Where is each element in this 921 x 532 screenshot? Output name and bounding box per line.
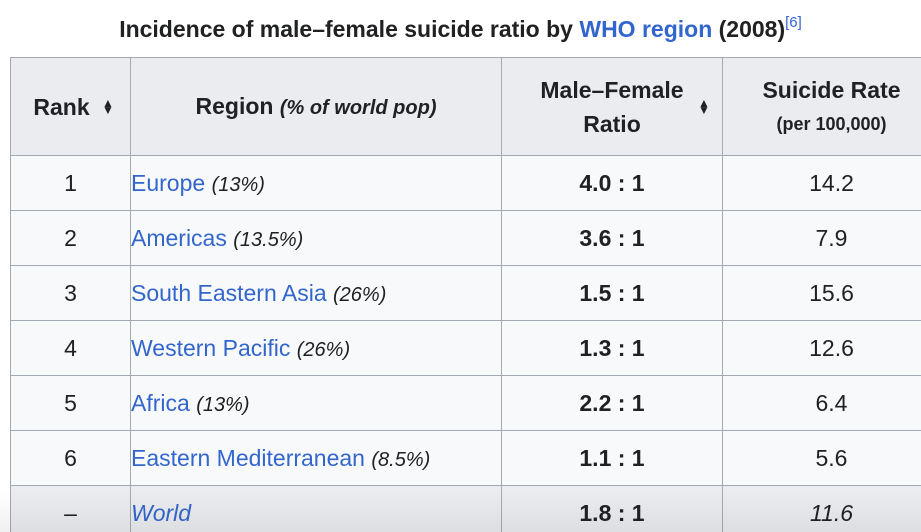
ratio-cell: 1.5 : 1: [501, 265, 723, 321]
ratio-cell: 3.6 : 1: [501, 210, 723, 266]
header-rank-label: Rank: [33, 93, 90, 120]
reference-link[interactable]: [6]: [785, 14, 802, 31]
table-row: 1 Europe (13%) 4.0 : 1 14.2: [10, 155, 921, 211]
region-pct: (26%): [333, 283, 387, 306]
rank-cell: 5: [10, 375, 131, 431]
rate-cell: 14.2: [722, 155, 921, 211]
region-cell: Europe (13%): [130, 155, 502, 211]
region-cell: Eastern Mediterranean (8.5%): [130, 430, 502, 486]
table-caption: Incidence of male–female suicide ratio b…: [0, 14, 921, 44]
who-region-link[interactable]: WHO region: [579, 16, 713, 42]
region-cell: Western Pacific (26%): [130, 320, 502, 376]
header-region-sub: (% of world pop): [279, 96, 437, 119]
region-link[interactable]: Europe: [131, 169, 206, 196]
region-pct: (13%): [211, 173, 265, 196]
table-row: 5 Africa (13%) 2.2 : 1 6.4: [10, 375, 921, 431]
region-link[interactable]: Africa: [131, 389, 190, 416]
header-ratio[interactable]: Male–Female Ratio ▲ ▼: [501, 57, 723, 156]
world-link[interactable]: World: [131, 499, 192, 526]
region-link[interactable]: Western Pacific: [131, 334, 291, 361]
ratio-cell: 4.0 : 1: [501, 155, 723, 211]
table-row: 4 Western Pacific (26%) 1.3 : 1 12.6: [10, 320, 921, 376]
reference-superscript: [6]: [785, 14, 802, 31]
ratio-cell: 1.8 : 1: [501, 485, 723, 532]
header-row: Rank ▲ ▼ Region (% of world pop) Male–Fem…: [10, 57, 921, 156]
sort-toggle-icon[interactable]: ▲ ▼: [102, 99, 114, 114]
region-cell: Americas (13.5%): [130, 210, 502, 266]
table-row: 6 Eastern Mediterranean (8.5%) 1.1 : 1 5…: [10, 430, 921, 486]
rank-cell: 4: [10, 320, 131, 376]
rate-cell: 11.6: [722, 485, 921, 532]
rate-cell: 6.4: [722, 375, 921, 431]
region-cell: South Eastern Asia (26%): [130, 265, 502, 321]
header-ratio-line1: Male–Female: [540, 76, 684, 103]
table-row: 2 Americas (13.5%) 3.6 : 1 7.9: [10, 210, 921, 266]
header-rate-line1: Suicide Rate: [762, 76, 901, 103]
region-link[interactable]: Eastern Mediterranean: [131, 444, 365, 471]
header-rank[interactable]: Rank ▲ ▼: [10, 57, 131, 156]
caption-text-after: (2008): [712, 16, 786, 42]
region-pct: (26%): [296, 338, 351, 361]
header-ratio-line2: Ratio: [583, 110, 641, 137]
region-pct: (13%): [196, 393, 250, 416]
region-link[interactable]: South Eastern Asia: [131, 279, 327, 306]
rank-cell: 3: [10, 265, 131, 321]
rate-cell: 5.6: [722, 430, 921, 486]
rank-cell: 1: [10, 155, 131, 211]
rate-cell: 15.6: [722, 265, 921, 321]
world-total-row: – World 1.8 : 1 11.6: [10, 485, 921, 532]
sort-toggle-icon[interactable]: ▲ ▼: [698, 99, 710, 114]
ratio-cell: 1.1 : 1: [501, 430, 723, 486]
header-region-label: Region: [195, 92, 274, 119]
header-rate[interactable]: Suicide Rate (per 100,000) ▲▼: [722, 57, 921, 156]
region-link[interactable]: Americas: [131, 224, 227, 251]
rank-cell: 2: [10, 210, 131, 266]
rate-cell: 7.9: [722, 210, 921, 266]
ratio-cell: 2.2 : 1: [501, 375, 723, 431]
region-cell: World: [130, 485, 502, 532]
caption-text-before: Incidence of male–female suicide ratio b…: [119, 16, 580, 42]
region-cell: Africa (13%): [130, 375, 502, 431]
header-region: Region (% of world pop): [130, 57, 502, 156]
rank-cell: –: [10, 485, 131, 532]
suicide-ratio-table: Rank ▲ ▼ Region (% of world pop) Male–Fem…: [10, 57, 921, 532]
ratio-cell: 1.3 : 1: [501, 320, 723, 376]
table-row: 3 South Eastern Asia (26%) 1.5 : 1 15.6: [10, 265, 921, 321]
rate-cell: 12.6: [722, 320, 921, 376]
region-pct: (13.5%): [233, 228, 304, 251]
header-rate-line2: (per 100,000): [776, 113, 887, 134]
rank-cell: 6: [10, 430, 131, 486]
region-pct: (8.5%): [371, 448, 431, 471]
